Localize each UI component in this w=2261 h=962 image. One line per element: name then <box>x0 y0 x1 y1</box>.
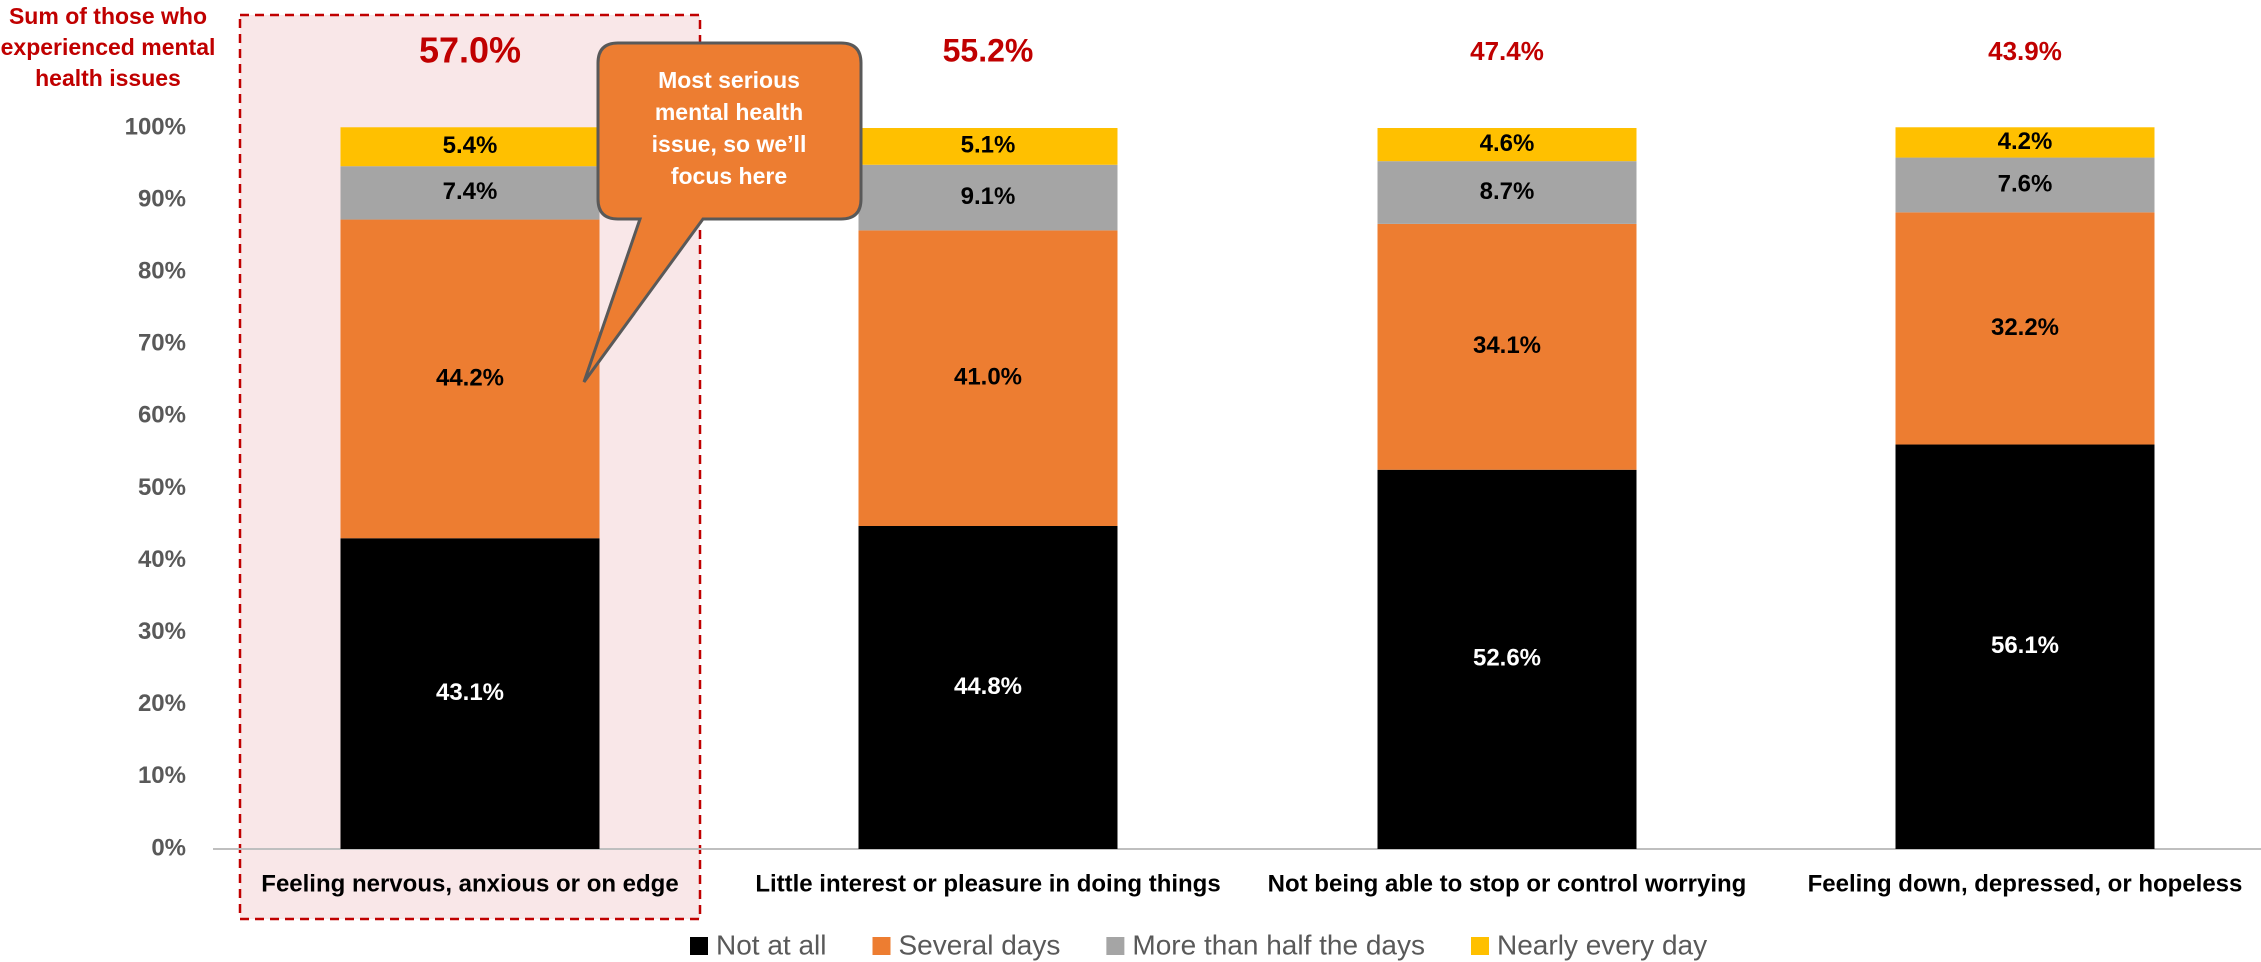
legend-swatch <box>872 937 891 955</box>
bar-segment <box>340 219 600 539</box>
data-label: 44.2% <box>436 364 504 391</box>
data-label: 43.1% <box>436 679 504 706</box>
callout-text: mental health <box>655 99 803 125</box>
total-label: 55.2% <box>943 32 1034 68</box>
y-tick-label: 70% <box>138 330 186 357</box>
data-label: 52.6% <box>1473 645 1541 672</box>
data-label: 8.7% <box>1480 178 1535 205</box>
data-label: 4.6% <box>1480 130 1535 157</box>
callout-text: focus here <box>671 163 787 189</box>
legend-label: Nearly every day <box>1497 929 1707 960</box>
bar-segment <box>340 127 600 167</box>
y-tick-label: 60% <box>138 402 186 429</box>
x-tick-label: Not being able to stop or control worryi… <box>1268 870 1747 897</box>
bar-segment <box>1895 444 2155 849</box>
total-label: 57.0% <box>419 30 521 71</box>
bar-segment <box>858 230 1118 526</box>
x-tick-label: Feeling nervous, anxious or on edge <box>261 870 678 897</box>
bar-segment <box>858 164 1118 231</box>
callout-text: Most serious <box>658 67 800 93</box>
bar-segment <box>1377 223 1637 470</box>
data-label: 41.0% <box>954 364 1022 391</box>
bar-segment <box>1895 157 2155 213</box>
y-tick-label: 20% <box>138 690 186 717</box>
x-tick-label: Feeling down, depressed, or hopeless <box>1808 870 2243 897</box>
bar-segment <box>858 128 1118 165</box>
legend-label: Not at all <box>716 929 827 960</box>
x-tick-label: Little interest or pleasure in doing thi… <box>755 870 1220 897</box>
total-label: 47.4% <box>1470 36 1544 66</box>
data-label: 5.1% <box>961 132 1016 159</box>
y-tick-label: 100% <box>125 113 186 140</box>
data-label: 7.6% <box>1998 170 2053 197</box>
data-label: 7.4% <box>443 178 498 205</box>
bar-segment <box>1895 212 2155 445</box>
y-tick-label: 10% <box>138 762 186 789</box>
data-label: 5.4% <box>443 132 498 159</box>
data-label: 56.1% <box>1991 632 2059 659</box>
legend-label: More than half the days <box>1132 929 1425 960</box>
data-label: 4.2% <box>1998 128 2053 155</box>
bar-segment <box>1377 161 1637 224</box>
callout-text: issue, so we’ll <box>652 131 807 157</box>
bar-segment <box>1895 127 2155 158</box>
y-tick-label: 50% <box>138 474 186 501</box>
bar-segment <box>858 525 1118 849</box>
y-tick-label: 80% <box>138 258 186 285</box>
data-label: 32.2% <box>1991 314 2059 341</box>
y-tick-label: 90% <box>138 185 186 212</box>
legend-swatch <box>1106 937 1125 955</box>
bar-segment <box>1377 469 1637 849</box>
totals-title: experienced mental <box>1 34 216 60</box>
total-label: 43.9% <box>1988 36 2062 66</box>
legend-swatch <box>1471 937 1489 955</box>
bar-segment <box>1377 128 1637 162</box>
totals-title: Sum of those who <box>9 3 207 29</box>
bar-segment <box>340 166 600 220</box>
callout <box>582 41 863 383</box>
y-tick-label: 0% <box>151 834 186 861</box>
data-label: 44.8% <box>954 673 1022 700</box>
legend-swatch <box>690 937 708 955</box>
y-tick-label: 40% <box>138 546 186 573</box>
bar-segment <box>340 538 600 849</box>
legend-label: Several days <box>899 929 1061 960</box>
totals-title: health issues <box>35 65 181 91</box>
data-label: 34.1% <box>1473 332 1541 359</box>
y-tick-label: 30% <box>138 618 186 645</box>
data-label: 9.1% <box>961 183 1016 210</box>
